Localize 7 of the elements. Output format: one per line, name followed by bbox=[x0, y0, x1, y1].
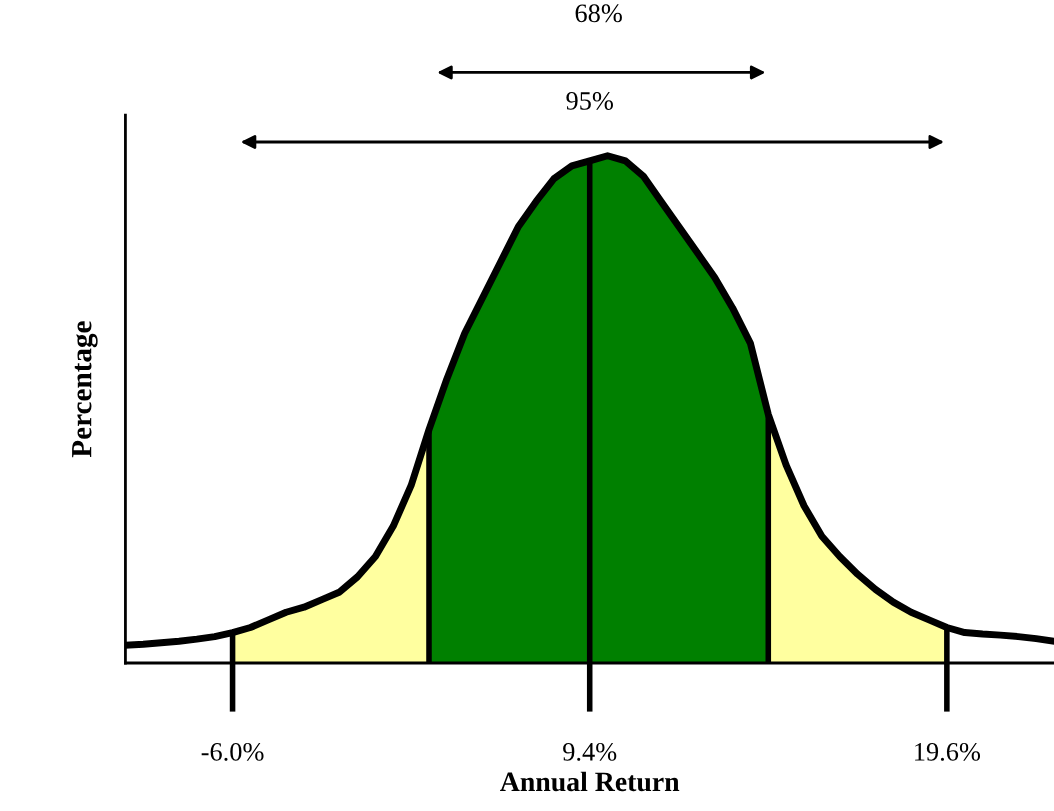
y-axis-title: Percentage bbox=[72, 321, 98, 458]
x-tick-label: 19.6% bbox=[915, 742, 981, 761]
text: 68% bbox=[575, 4, 622, 23]
text: 95% bbox=[566, 91, 613, 110]
x-tick-label: 9.4% bbox=[563, 742, 617, 761]
x-tick-label: -6.0% bbox=[201, 742, 264, 761]
x-axis-title: Annual Return bbox=[500, 771, 680, 792]
